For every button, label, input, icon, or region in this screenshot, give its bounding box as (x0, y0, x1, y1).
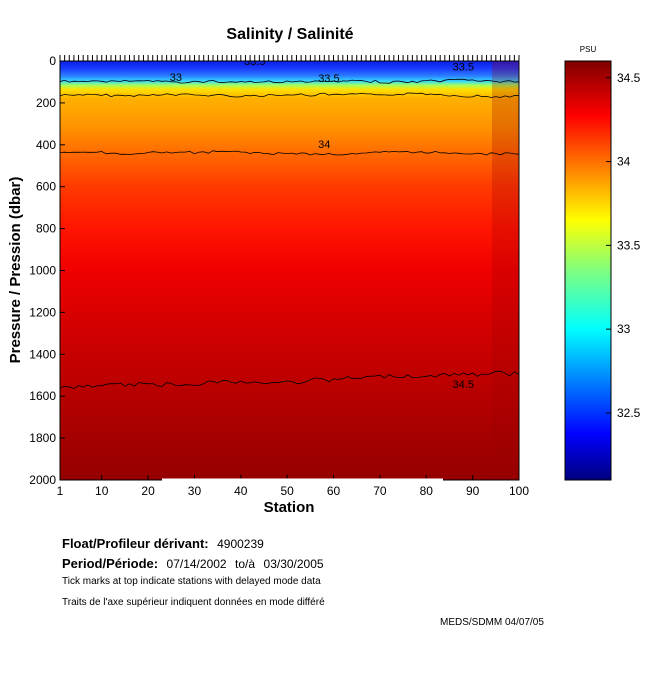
contour-33.5 (60, 78, 519, 84)
x-tick-label: 90 (466, 484, 480, 498)
colorbar-tick-label: 33.5 (617, 238, 641, 252)
float-id: 4900239 (217, 537, 264, 551)
x-tick-label: 60 (327, 484, 341, 498)
x-tick-label: 40 (234, 484, 248, 498)
plot-area: 33 33.5 34 34.5 33.5 33.5 (60, 56, 519, 480)
contour-34 (60, 150, 519, 156)
period-separator: to/à (235, 557, 256, 571)
contour-label: 33.5 (453, 61, 474, 73)
period-label: Period/Période: (62, 556, 159, 571)
contour-lines (60, 78, 519, 390)
x-tick-label: 80 (420, 484, 434, 498)
y-axis: 0 200 400 600 800 1000 1200 1400 1600 1800 2000 (29, 54, 65, 487)
credit-line: MEDS/SDMM 04/07/05 (440, 617, 544, 628)
x-tick-label: 1 (57, 484, 64, 498)
y-tick-label: 0 (49, 54, 56, 68)
contour-labels: 33 33.5 34 34.5 33.5 33.5 (170, 56, 474, 391)
contour-label: 34 (318, 139, 330, 151)
contour-33 (60, 92, 519, 98)
x-tick-label: 20 (141, 484, 155, 498)
float-info: Float/Profileur dérivant: 4900239 (62, 535, 264, 553)
x-tick-label: 30 (188, 484, 202, 498)
colorbar-scale (564, 60, 612, 481)
y-tick-label: 1800 (29, 431, 56, 445)
colorbar-tick-label: 34 (617, 155, 631, 169)
y-tick-label: 400 (36, 138, 56, 152)
y-tick-label: 1400 (29, 347, 56, 361)
y-tick-label: 800 (36, 222, 56, 236)
contour-label: 33.5 (318, 73, 339, 85)
contour-label: 34.5 (453, 379, 474, 391)
colorbar-tick-label: 32.5 (617, 406, 641, 420)
y-tick-label: 2000 (29, 473, 56, 487)
colorbar-ticks: 32.5 33 33.5 34 34.5 (606, 71, 641, 420)
y-tick-label: 1600 (29, 389, 56, 403)
x-tick-label: 10 (95, 484, 109, 498)
period-info: Period/Période: 07/14/2002 to/à 03/30/20… (62, 555, 324, 573)
contour-34.5 (60, 370, 519, 390)
salinity-field-edge (492, 61, 519, 480)
colorbar-tick-label: 34.5 (617, 71, 641, 85)
x-axis: 1 10 20 30 40 50 60 70 80 90 100 (57, 475, 529, 498)
contour-label: 33.5 (244, 56, 265, 68)
note-english: Tick marks at top indicate stations with… (62, 576, 321, 587)
chart-title: Salinity / Salinité (226, 26, 353, 43)
x-axis-label: Station (264, 499, 315, 516)
float-label: Float/Profileur dérivant: (62, 536, 209, 551)
colorbar-tick-label: 33 (617, 322, 631, 336)
contour-label: 33 (170, 72, 182, 84)
colorbar: PSU 32.5 33 33.5 34 34.5 (564, 45, 641, 481)
salinity-field (60, 61, 519, 480)
y-tick-label: 600 (36, 180, 56, 194)
note-french: Traits de l'axe supérieur indiquent donn… (62, 597, 325, 608)
y-axis-label: Pressure / Pression (dbar) (7, 177, 24, 364)
y-tick-label: 1200 (29, 305, 56, 319)
delayed-mode-ticks (59, 55, 520, 61)
period-start: 07/14/2002 (166, 557, 227, 571)
colorbar-unit: PSU (580, 45, 597, 54)
period-end: 03/30/2005 (263, 557, 324, 571)
y-tick-label: 1000 (29, 264, 56, 278)
y-tick-label: 200 (36, 96, 56, 110)
x-tick-label: 70 (373, 484, 387, 498)
x-tick-label: 50 (281, 484, 295, 498)
x-tick-label: 100 (509, 484, 529, 498)
